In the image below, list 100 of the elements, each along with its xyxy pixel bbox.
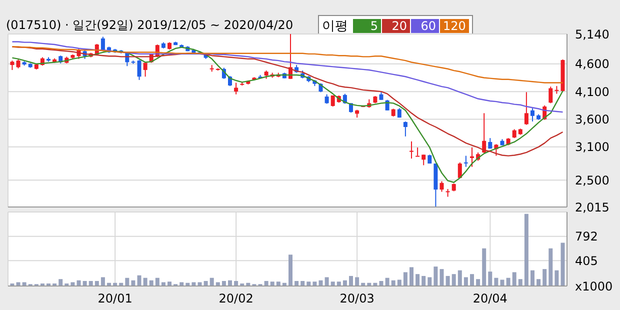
bar xyxy=(330,282,335,286)
bar xyxy=(161,282,166,286)
bar xyxy=(440,269,444,286)
candlestick xyxy=(10,60,14,70)
y-tick-label: 4,600 xyxy=(575,57,610,72)
x-tick-label: 20/04 xyxy=(472,292,508,306)
bar xyxy=(192,282,196,286)
bar xyxy=(560,242,565,286)
text: 5 xyxy=(353,19,381,33)
bar xyxy=(379,280,384,286)
bar xyxy=(288,254,292,286)
bar xyxy=(476,279,480,286)
candlestick xyxy=(403,120,408,137)
candlestick xyxy=(422,154,426,166)
bar xyxy=(464,277,468,286)
bar xyxy=(530,270,534,286)
y-tick-label: x1000 xyxy=(575,279,613,294)
bar xyxy=(536,279,541,286)
line-series xyxy=(12,46,564,84)
bar xyxy=(385,278,390,286)
bar xyxy=(16,282,20,286)
x-tick-label: 20/03 xyxy=(340,292,374,306)
bar xyxy=(506,278,510,286)
candlestick xyxy=(143,62,148,78)
y-tick-label: 3,600 xyxy=(575,112,610,127)
text: 20 xyxy=(382,19,410,33)
bar xyxy=(234,280,238,286)
bar xyxy=(143,278,148,286)
candlestick xyxy=(137,60,142,80)
candlestick xyxy=(324,94,329,104)
bar xyxy=(355,277,360,286)
bar xyxy=(70,282,75,286)
bar xyxy=(482,248,486,286)
bar xyxy=(155,278,160,286)
bar xyxy=(349,276,353,286)
bar xyxy=(434,266,438,286)
candlestick xyxy=(548,86,553,104)
y-tick-label: 3,100 xyxy=(575,140,610,154)
bar xyxy=(300,280,305,286)
candlestick xyxy=(524,92,528,126)
bar xyxy=(409,267,414,286)
bar xyxy=(403,272,408,286)
bar xyxy=(488,272,492,286)
bar xyxy=(397,280,402,286)
bar xyxy=(100,277,105,286)
bar xyxy=(416,274,420,286)
bar xyxy=(500,280,504,286)
bar xyxy=(512,272,516,286)
candlestick xyxy=(234,82,238,95)
candlestick xyxy=(416,146,420,157)
bar xyxy=(222,280,226,286)
y-tick-label: 792 xyxy=(575,230,598,244)
bar xyxy=(210,278,214,286)
legend-title: 이평 xyxy=(322,18,348,35)
candlestick xyxy=(530,108,534,122)
candlestick xyxy=(458,162,462,178)
bar xyxy=(88,280,93,286)
bar xyxy=(204,280,208,286)
bar xyxy=(198,282,202,286)
bar xyxy=(470,274,474,286)
bar xyxy=(168,282,172,286)
bar xyxy=(446,276,450,286)
candlestick xyxy=(440,180,444,192)
line-series xyxy=(12,41,564,113)
text: 60 xyxy=(411,19,439,33)
x-tick-label: 20/01 xyxy=(98,292,132,306)
candlestick xyxy=(446,188,450,198)
line-series xyxy=(12,46,564,183)
bar xyxy=(22,282,26,286)
bar xyxy=(306,282,311,286)
bar xyxy=(94,280,99,286)
bar xyxy=(524,214,528,286)
bar xyxy=(452,274,456,286)
bar xyxy=(216,282,220,286)
bar xyxy=(137,275,142,286)
bar xyxy=(336,282,341,286)
chart-title: (017510) · 일간(92일) 2019/12/05 ~ 2020/04/20 xyxy=(6,17,294,34)
bar xyxy=(542,269,547,286)
candlestick xyxy=(100,36,105,52)
bar xyxy=(264,280,268,286)
bar xyxy=(554,270,559,286)
x-tick-label: 20/02 xyxy=(218,292,254,306)
bar xyxy=(180,282,184,286)
y-tick-label: 2,500 xyxy=(575,173,610,188)
bar xyxy=(270,282,274,286)
y-tick-label: 5,140 xyxy=(575,27,610,42)
bar xyxy=(548,248,553,286)
y-tick-label: 4,100 xyxy=(575,84,610,99)
bar xyxy=(518,279,522,286)
bar xyxy=(125,278,130,286)
candlestick xyxy=(554,86,559,94)
candlestick xyxy=(464,155,468,168)
y-tick-label: 405 xyxy=(575,254,598,268)
bar xyxy=(312,282,317,286)
bar xyxy=(294,280,299,286)
candlestick xyxy=(409,140,414,160)
bar xyxy=(82,280,87,286)
bar xyxy=(458,270,462,286)
bar xyxy=(58,279,63,286)
bar xyxy=(428,277,432,286)
